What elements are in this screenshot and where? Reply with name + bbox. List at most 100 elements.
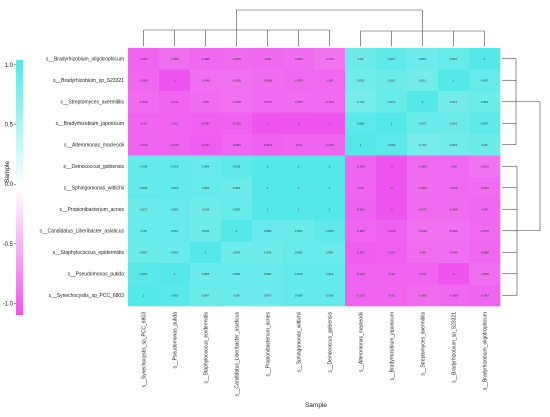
heatmap-cell [407, 241, 439, 264]
column-label: s__Pseudomonas_putida [172, 312, 178, 369]
heatmap-cell [128, 112, 160, 135]
heatmap-cell [159, 220, 191, 242]
cell-value-label: 0.883 [264, 229, 272, 233]
cell-value-label: -0.848 [449, 250, 458, 254]
heatmap-cell [407, 284, 439, 307]
cell-value-label: 0.935 [326, 229, 334, 233]
heatmap-cell [190, 198, 222, 221]
heatmap-cell [221, 241, 253, 264]
heatmap-cell [469, 91, 501, 113]
cell-value-label: -0.908 [356, 164, 365, 168]
heatmap-cell [469, 198, 501, 221]
cell-value-label: 1 [422, 100, 424, 104]
cell-value-label: 0.845 [202, 229, 210, 233]
cell-value-label: -0.863 [294, 57, 303, 61]
cell-value-label: -0.91 [357, 186, 364, 190]
heatmap-cell [283, 220, 315, 242]
heatmap-cell [190, 220, 222, 242]
cell-value-label: 1 [298, 164, 300, 168]
heatmap-cell [407, 69, 439, 92]
cell-value-label: 0.969 [171, 293, 179, 297]
legend-tick-label: -1.0 [3, 302, 14, 308]
heatmap-cell [438, 112, 470, 135]
heatmap-cell [314, 284, 346, 307]
cell-value-label: 0.793 [357, 100, 365, 104]
cell-value-label: -0.916 [356, 272, 365, 276]
heatmap-cell [190, 112, 222, 135]
cell-value-label: -0.86 [202, 100, 209, 104]
cell-value-label: 1 [329, 164, 331, 168]
heatmap-cell [438, 69, 470, 92]
cell-value-label: -0.868 [139, 100, 148, 104]
heatmap-cell [345, 91, 377, 113]
cell-value-label: 0.829 [357, 78, 365, 82]
heatmap-cell [438, 134, 470, 156]
cell-value-label: -0.888 [480, 250, 489, 254]
cell-value-label: 0.845 [233, 250, 241, 254]
heatmap-cell [128, 69, 160, 92]
cell-value-label: -0.878 [294, 78, 303, 82]
legend-tick-label: 0.0 [5, 182, 14, 188]
cell-value-label: -1 [297, 121, 300, 125]
heatmap-cell [128, 284, 160, 307]
cell-value-label: 0.881 [171, 229, 179, 233]
heatmap-cell [345, 48, 377, 70]
cell-value-label: -0.888 [449, 293, 458, 297]
cell-value-label: 0.882 [171, 207, 179, 211]
heatmap-cell [252, 177, 284, 199]
heatmap-cell [252, 220, 284, 242]
legend-tick-label: -0.5 [3, 242, 14, 248]
cell-value-label: -1 [452, 272, 455, 276]
cell-value-label: -0.937 [387, 250, 396, 254]
cell-value-label: -0.91 [388, 293, 395, 297]
heatmap-cell [376, 284, 408, 307]
cell-value-label: 0.884 [326, 250, 334, 254]
heatmap-cell [190, 241, 222, 264]
cell-value-label: 0.88 [141, 229, 147, 233]
column-label: s__Staphylococcus_epidermidis [203, 312, 209, 384]
cell-value-label: 0.881 [233, 272, 241, 276]
cell-value-label: 1 [267, 164, 269, 168]
heatmap-cell [314, 220, 346, 242]
heatmap-cell [159, 198, 191, 221]
heatmap-cell [345, 177, 377, 199]
heatmap-cell [314, 134, 346, 156]
row-label: s__Propionibacterium_acnes [60, 207, 125, 213]
heatmap-cell [376, 69, 408, 92]
heatmap-cell [407, 91, 439, 113]
heatmap-cell [376, 198, 408, 221]
cell-value-label: -0.86 [419, 250, 426, 254]
heatmap-cell [159, 177, 191, 199]
column-label: s__Candidatus_Liberibacter_asiaticus [234, 312, 240, 397]
heatmap-cell [221, 177, 253, 199]
cell-value-label: 1 [329, 207, 331, 211]
row-labels: s__Bradyrhizobium_oligotrophicum s__Brady… [40, 57, 125, 299]
heatmap-cell [314, 48, 346, 70]
heatmap-cell [159, 91, 191, 113]
heatmap-cell [190, 263, 222, 285]
heatmap-cell [469, 69, 501, 92]
cell-value-label: 0.829 [450, 143, 458, 147]
cell-value-label: -0.88 [326, 78, 333, 82]
column-label: s__Bradyrhizobium_oligotrophicum [482, 312, 488, 390]
heatmap-cell [128, 263, 160, 285]
cell-value-label: -0.899 [356, 229, 365, 233]
heatmap-cell [252, 69, 284, 92]
row-label: s__Streptomyces_avermitilis [60, 100, 124, 106]
cell-value-label: -0.888 [139, 78, 148, 82]
cell-value-label: -0.888 [201, 57, 210, 61]
cell-value-label: -1 [266, 121, 269, 125]
heatmap-cell [190, 134, 222, 156]
heatmap-cell [128, 48, 160, 70]
cell-value-label: 0.897 [481, 78, 489, 82]
heatmap-cell [438, 155, 470, 178]
column-dendrogram [143, 9, 485, 46]
cell-value-label: -0.848 [201, 78, 210, 82]
heatmap-cell [159, 134, 191, 156]
cell-value-label: -1 [390, 164, 393, 168]
heatmap-cell [438, 48, 470, 70]
heatmap-cell [407, 263, 439, 285]
heatmap-cell [345, 220, 377, 242]
row-label: s__Bradyrhizobium_oligotrophicum [46, 57, 124, 63]
